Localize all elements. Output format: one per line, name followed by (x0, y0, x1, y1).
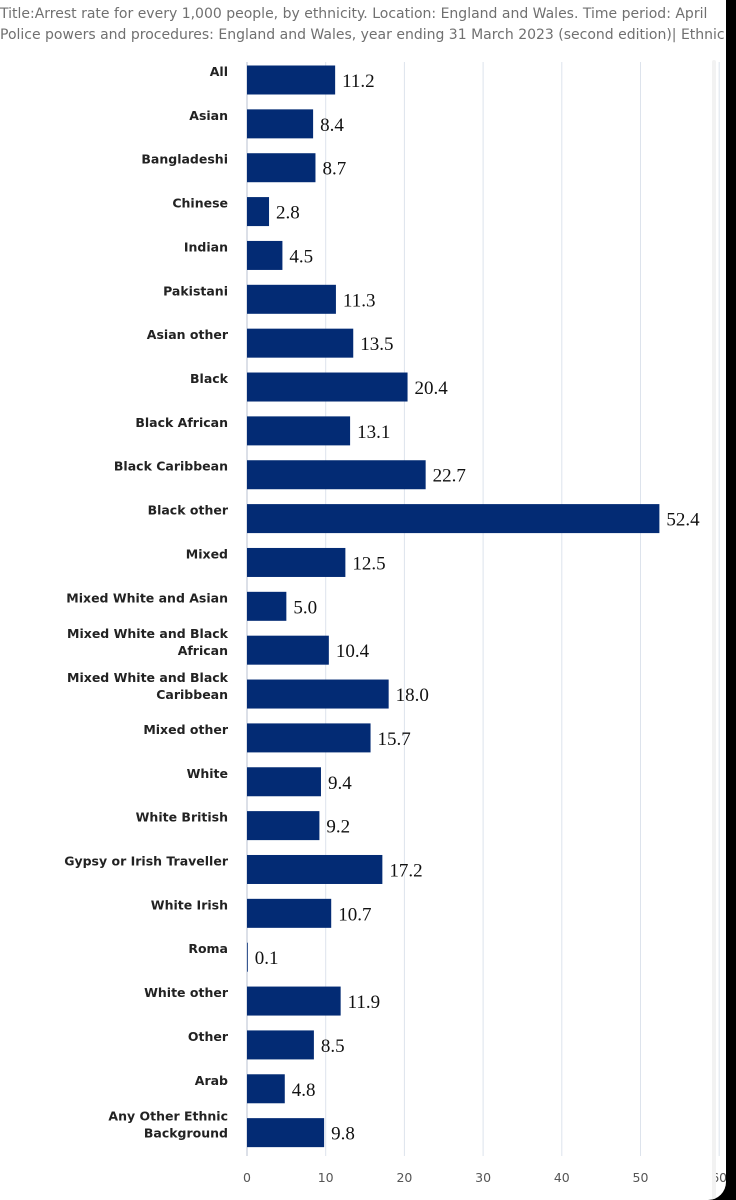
data-label: 13.5 (360, 334, 393, 355)
data-label: 4.5 (289, 246, 313, 267)
bar (247, 284, 336, 314)
bar (247, 898, 332, 928)
category-label: Indian (184, 239, 228, 254)
data-label: 5.0 (293, 597, 317, 618)
data-label: 8.5 (321, 1036, 345, 1057)
x-tick-label: 30 (475, 1170, 491, 1185)
bar (247, 854, 383, 884)
bar (247, 679, 389, 709)
bar (247, 328, 354, 358)
data-label: 9.2 (326, 817, 350, 838)
data-label: 22.7 (433, 466, 466, 487)
data-label: 10.4 (336, 641, 370, 662)
category-label: All (210, 64, 228, 79)
chart-title-line-1: Title:Arrest rate for every 1,000 people… (0, 6, 708, 22)
category-label: Mixed White and Black Caribbean (67, 670, 229, 702)
category-label: Other (188, 1029, 229, 1044)
data-label: 4.8 (292, 1080, 316, 1101)
category-label: Black other (148, 503, 229, 518)
x-tick-label: 10 (318, 1170, 334, 1185)
data-label: 8.4 (320, 115, 344, 136)
data-label: 52.4 (666, 510, 700, 531)
data-label: 10.7 (338, 904, 371, 925)
data-label: 9.8 (331, 1124, 355, 1145)
data-label: 11.3 (343, 290, 376, 311)
category-label: Black (190, 371, 229, 386)
data-label: 15.7 (378, 729, 411, 750)
bar (247, 1118, 325, 1148)
category-label: Asian (189, 108, 228, 123)
chart-title-line-2: Police powers and procedures: England an… (0, 27, 725, 43)
data-label: 17.2 (389, 860, 422, 881)
x-tick-label: 0 (243, 1170, 251, 1185)
category-label: Black African (135, 415, 228, 430)
bar (247, 635, 329, 665)
bar (247, 65, 336, 95)
bar (247, 504, 660, 534)
bar (247, 547, 346, 577)
bar (247, 723, 371, 753)
category-label: White other (144, 985, 229, 1000)
data-label: 13.1 (357, 422, 390, 443)
bar (247, 1074, 285, 1104)
bar (247, 109, 314, 139)
data-label: 11.9 (348, 992, 381, 1013)
category-label: Bangladeshi (141, 152, 228, 167)
category-label: Roma (188, 941, 228, 956)
category-label: White Irish (151, 897, 228, 912)
category-label: Gypsy or Irish Traveller (64, 853, 229, 868)
category-label: Mixed White and Black African (67, 626, 229, 658)
bar (247, 767, 321, 797)
x-tick-label: 40 (554, 1170, 570, 1185)
bar (247, 986, 341, 1016)
x-tick-label: 50 (633, 1170, 649, 1185)
bar (247, 240, 283, 270)
category-label: Pakistani (163, 283, 228, 298)
data-label: 2.8 (276, 203, 300, 224)
category-label: Chinese (172, 196, 228, 211)
data-label: 9.4 (328, 773, 352, 794)
x-tick-label: 20 (396, 1170, 412, 1185)
category-label: Any Other Ethnic Background (108, 1109, 228, 1141)
category-label: White British (136, 810, 228, 825)
bar (247, 1030, 314, 1060)
category-label: Black Caribbean (114, 459, 228, 474)
data-label: 0.1 (255, 948, 279, 969)
bar (247, 416, 351, 446)
bar (247, 460, 426, 490)
category-label: Arab (195, 1073, 228, 1088)
data-label: 8.7 (322, 159, 346, 180)
category-label: Mixed other (143, 722, 229, 737)
bar (247, 153, 316, 183)
data-label: 18.0 (396, 685, 429, 706)
bar (247, 591, 287, 621)
bar (247, 372, 408, 402)
category-label: Mixed (186, 546, 228, 561)
data-label: 20.4 (415, 378, 449, 399)
category-label: White (187, 766, 228, 781)
category-label: Asian other (147, 327, 229, 342)
bar (247, 942, 248, 972)
bar (247, 197, 270, 227)
bar (247, 811, 320, 841)
scroll-track[interactable] (712, 60, 716, 1200)
data-label: 12.5 (352, 553, 385, 574)
category-label: Mixed White and Asian (66, 590, 228, 605)
data-label: 11.2 (342, 71, 375, 92)
